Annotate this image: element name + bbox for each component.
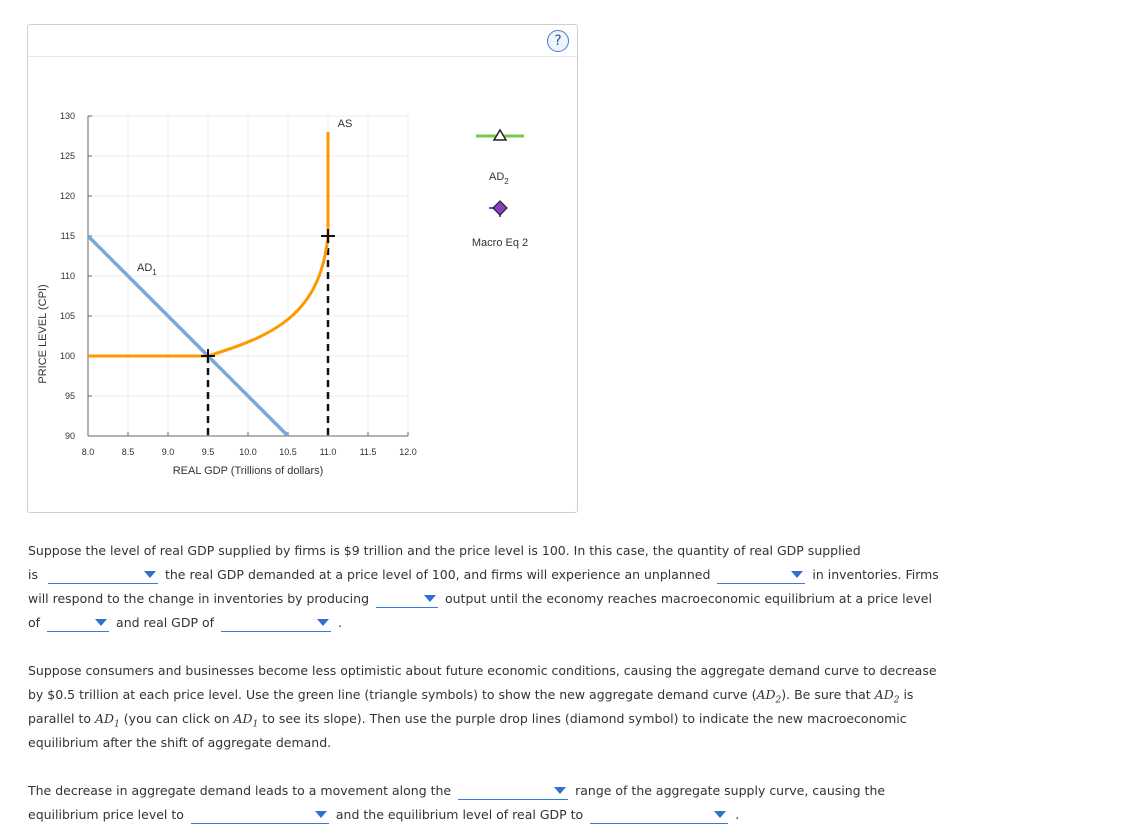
series[interactable] [86,132,335,438]
x-tick-label: 11.5 [360,447,377,457]
x-tick-label: 8.5 [122,447,135,457]
question-3-line-2: equilibrium price level to and the equil… [28,803,739,827]
q1-text-6: output until the economy reaches macroec… [444,591,932,606]
y-tick-label: 105 [60,311,75,321]
q2-text-3c: to see its slope). Then use the purple d… [262,711,907,726]
as-label: AS [338,118,353,130]
question-1-line-4: of and real GDP of . [28,611,342,635]
panel-divider [28,56,577,57]
x-tick-label: 9.5 [202,447,215,457]
price-level-dropdown[interactable] [47,615,110,632]
q2-text-2b: ). Be sure that [781,687,871,702]
y-tick-label: 95 [65,391,75,401]
ad2-math: AD2 [756,687,782,706]
x-tick-label: 11.0 [320,447,337,457]
q2-text-3a: parallel to [28,711,92,726]
chevron-down-icon [714,811,727,818]
q1-text-9: . [338,615,343,630]
q2-text-2a: by $0.5 trillion at each price level. Us… [28,687,757,702]
q1-text-1: Suppose the level of real GDP supplied b… [28,543,861,558]
x-axis-label: REAL GDP (Trillions of dollars) [173,465,324,477]
chevron-down-icon [314,811,327,818]
y-axis-label: PRICE LEVEL (CPI) [37,284,49,383]
y-tick-label: 90 [65,431,75,441]
x-tick-label: 10.5 [279,447,297,457]
macro-eq-legend-label: Macro Eq 2 [472,237,528,249]
question-1-line-3: will respond to the change in inventorie… [28,587,932,611]
question-3-line-1: The decrease in aggregate demand leads t… [28,779,885,803]
real-gdp-dropdown[interactable] [221,615,332,632]
question-2-line-3: parallel to AD1 (you can click on AD1 to… [28,707,907,737]
diamond-icon[interactable] [492,200,508,216]
y-tick-label: 100 [60,351,75,361]
q1-text-3: the real GDP demanded at a price level o… [164,567,711,582]
question-2-line-4: equilibrium after the shift of aggregate… [28,731,331,755]
x-tick-label: 9.0 [162,447,175,457]
q1-text-7: of [28,615,41,630]
q1-text-4: in inventories. Firms [812,567,939,582]
x-tick-label: 8.0 [82,447,95,457]
chevron-down-icon [554,787,567,794]
y-tick-label: 120 [60,191,75,201]
q1-text-8: and real GDP of [116,615,215,630]
chevron-down-icon [791,571,804,578]
as-curve[interactable] [88,132,330,358]
q2-text-4: equilibrium after the shift of aggregate… [28,735,332,750]
q2-text-3b: (you can click on [123,711,230,726]
ad1-label[interactable]: AD1 [137,262,157,277]
q2-text-2c: is [903,687,914,702]
q3-text-3: equilibrium price level to [28,807,184,822]
chevron-down-icon [317,619,330,626]
as-range-dropdown[interactable] [458,783,569,800]
question-2-line-2: by $0.5 trillion at each price level. Us… [28,683,913,713]
y-tick-label: 130 [60,111,75,121]
ad1-math: AD1 [95,711,120,730]
price-level-change-dropdown[interactable] [190,807,329,824]
graph-area[interactable]: 8.0 8.5 9.0 9.5 10.0 10.5 11.0 11.5 12.0 130 125 12… [20,100,580,590]
question-1-line-2: is the real GDP demanded at a price leve… [28,563,939,587]
x-tick-label: 12.0 [399,447,417,457]
q3-text-5: . [735,807,740,822]
ad2-math-2: AD2 [874,687,900,706]
ad1-math-2: AD1 [233,711,259,730]
y-tick-label: 115 [61,231,75,241]
help-icon[interactable]: ? [547,30,569,52]
triangle-icon[interactable] [492,128,508,141]
gdp-change-dropdown[interactable] [590,807,729,824]
question-2-line-1: Suppose consumers and businesses become … [28,659,937,683]
q3-text-2: range of the aggregate supply curve, cau… [575,783,886,798]
question-1-line-1: Suppose the level of real GDP supplied b… [28,539,861,563]
ad2-legend-label: AD2 [489,171,509,186]
x-tick-label: 10.0 [239,447,257,457]
axis-ticks: 8.0 8.5 9.0 9.5 10.0 10.5 11.0 11.5 12.0 130 125 12… [60,111,417,457]
q2-text-1: Suppose consumers and businesses become … [28,663,937,678]
q1-text-5: will respond to the change in inventorie… [28,591,370,606]
chevron-down-icon [95,619,108,626]
y-tick-label: 125 [60,151,75,161]
q3-text-4: and the equilibrium level of real GDP to [335,807,584,822]
q1-text-2: is [28,567,38,582]
q3-text-1: The decrease in aggregate demand leads t… [28,783,452,798]
inventory-change-dropdown[interactable] [717,567,806,584]
supplied-vs-demanded-dropdown[interactable] [47,567,158,584]
chevron-down-icon [424,595,436,602]
grid [87,115,409,437]
output-change-dropdown[interactable] [376,591,438,608]
chevron-down-icon [143,571,156,578]
y-tick-label: 110 [61,271,75,281]
